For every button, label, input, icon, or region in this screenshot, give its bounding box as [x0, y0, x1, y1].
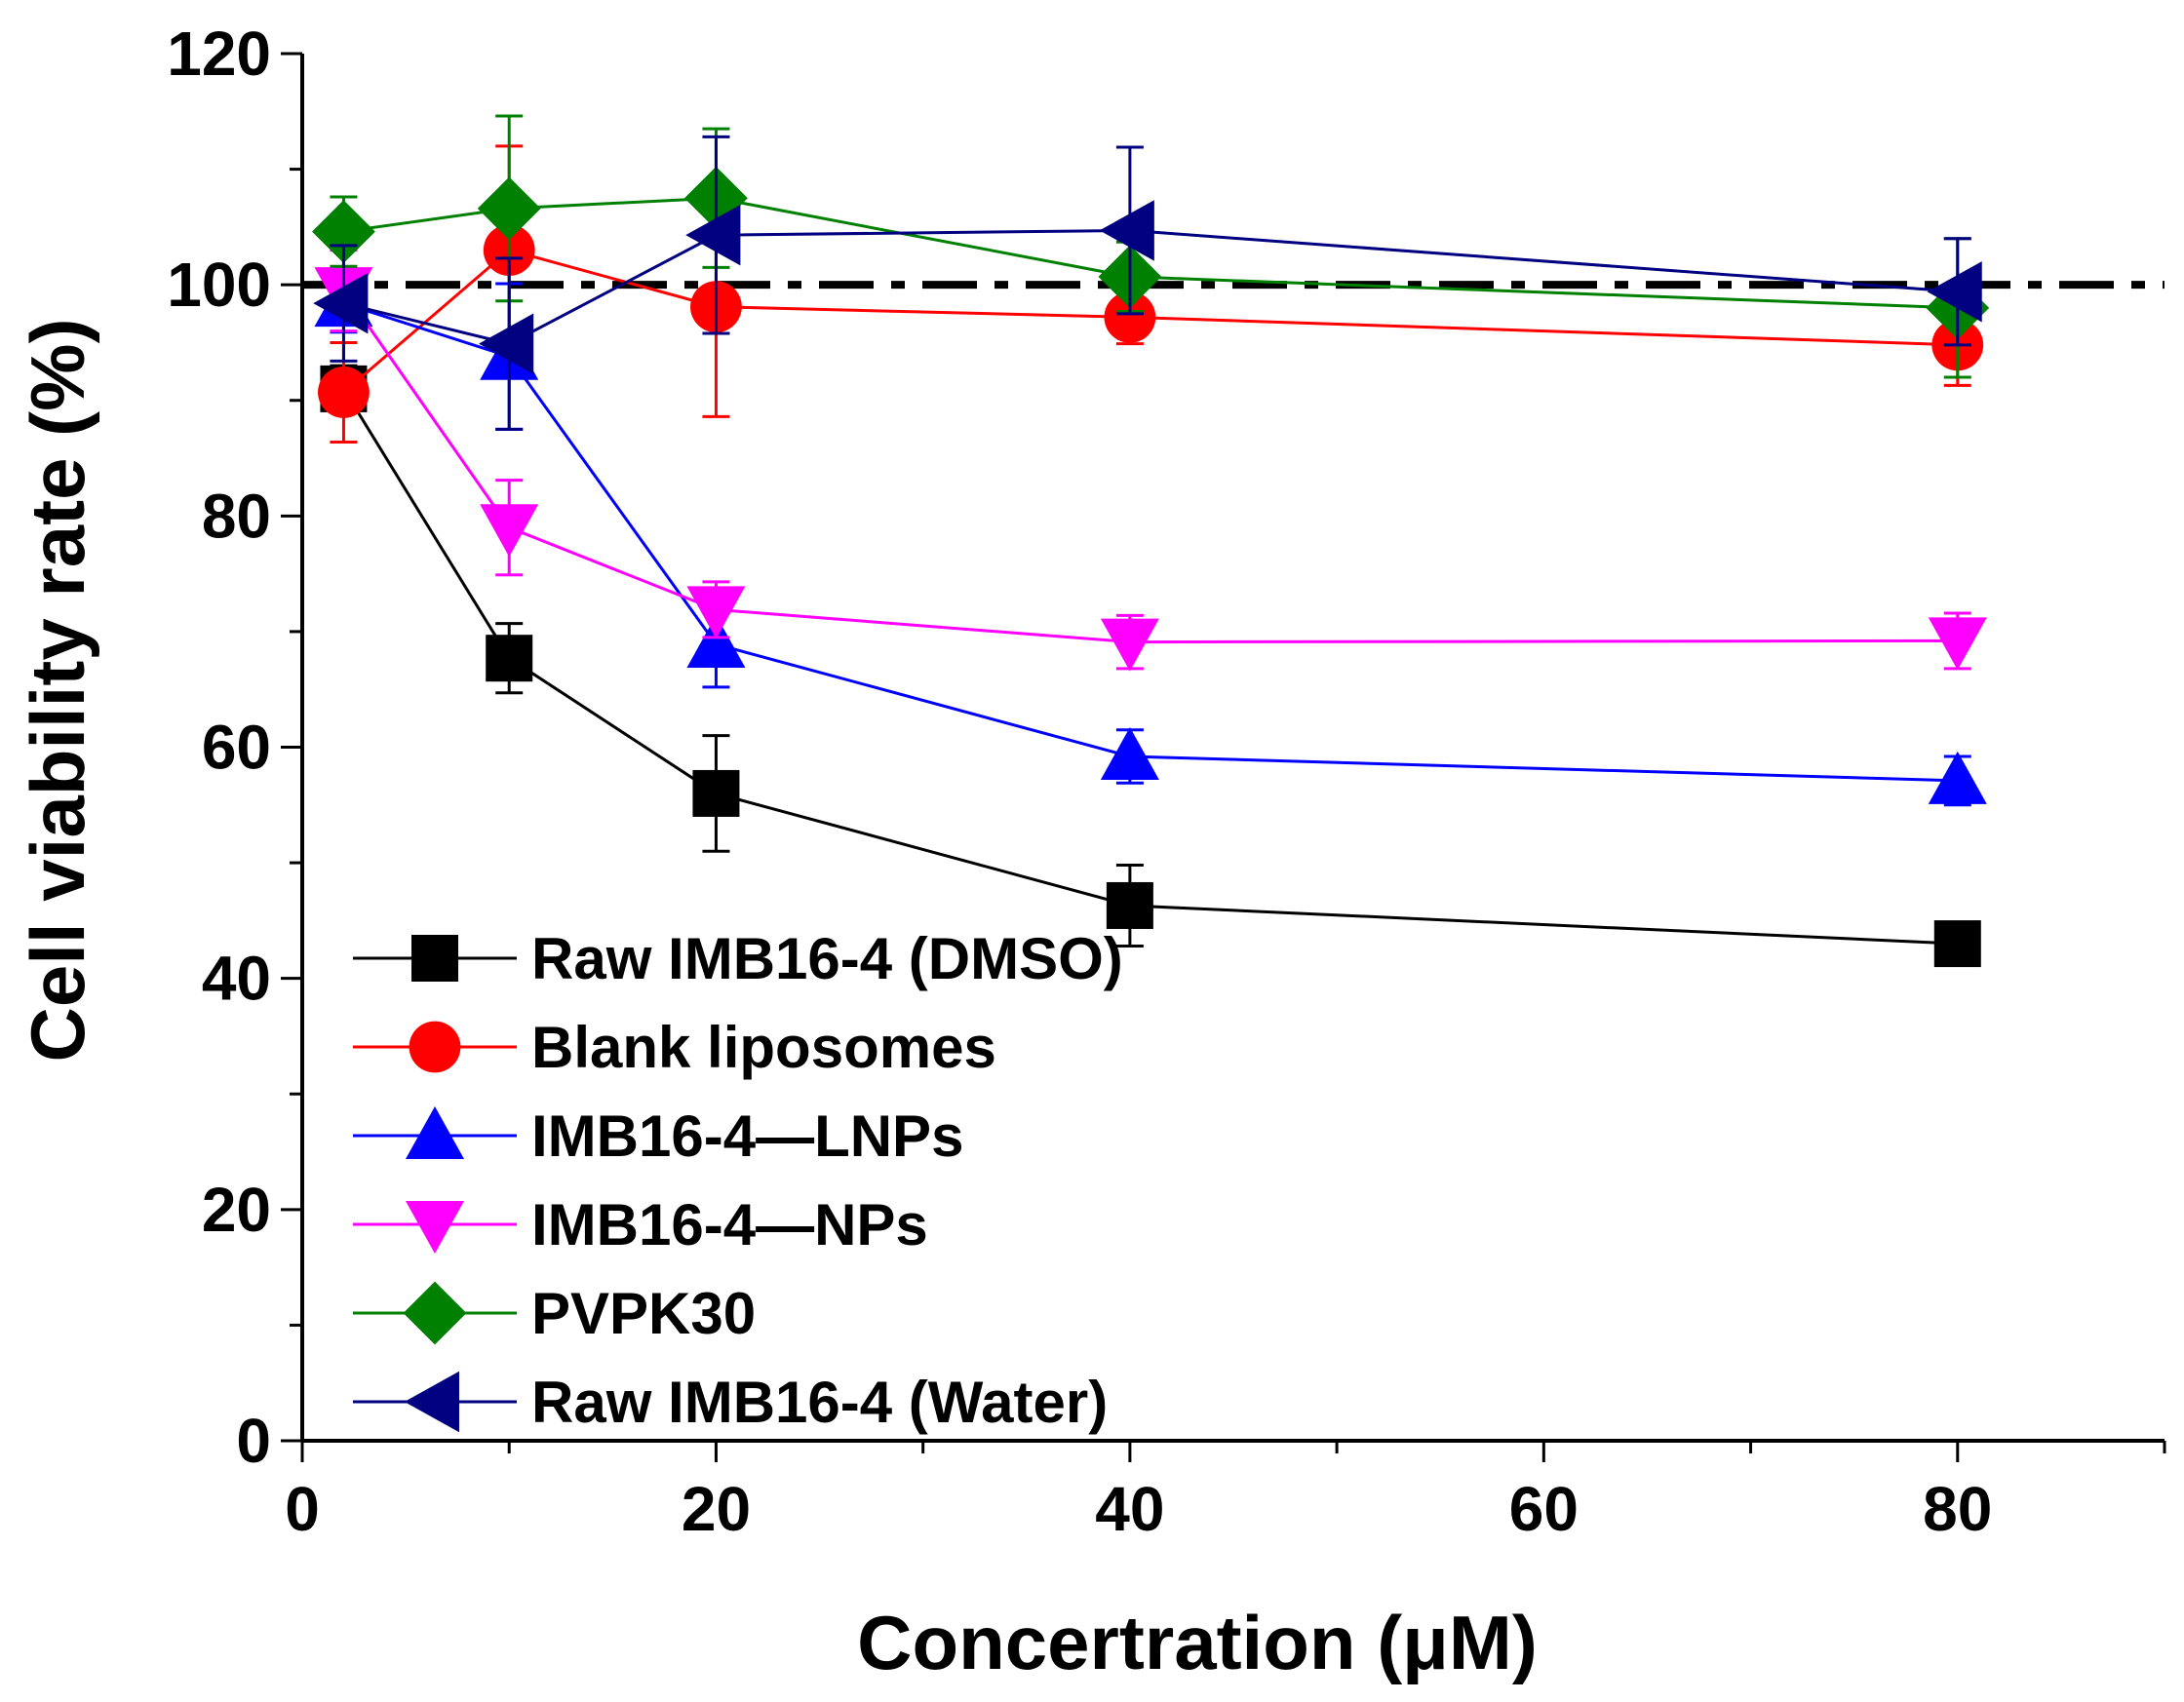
y-tick-label: 80 — [202, 481, 271, 551]
series-group — [312, 114, 1990, 968]
y-tick-label: 100 — [167, 250, 271, 320]
data-point — [477, 176, 541, 241]
y-axis-title: Cell viability rate (%) — [15, 319, 100, 1063]
data-point — [1104, 290, 1156, 343]
data-point — [479, 313, 534, 374]
y-tick-label: 60 — [202, 713, 271, 783]
series-line — [342, 388, 1958, 946]
legend-item-2: Blank liposomes — [353, 1015, 996, 1080]
series-line — [342, 290, 1958, 644]
series-3 — [314, 272, 1987, 807]
series-6 — [313, 135, 1982, 431]
legend-marker — [409, 1021, 461, 1073]
y-tick-label: 120 — [167, 19, 271, 89]
data-point — [1100, 618, 1159, 672]
data-point — [480, 504, 539, 558]
legend-item-4: IMB16-4—NPs — [353, 1192, 928, 1257]
data-point — [313, 272, 369, 334]
x-tick-label: 80 — [1923, 1474, 1992, 1544]
legend-item-5: PVPK30 — [353, 1281, 756, 1346]
data-point — [1927, 261, 1982, 323]
legend-marker — [406, 1106, 464, 1159]
legend-label: IMB16-4—LNPs — [531, 1103, 963, 1169]
y-tick-label: 20 — [202, 1175, 271, 1245]
legend-label: IMB16-4—NPs — [531, 1192, 928, 1257]
series-2 — [318, 144, 1984, 444]
legend-marker — [411, 935, 458, 982]
data-point — [692, 769, 740, 817]
data-point — [686, 614, 746, 668]
y-tick-label: 0 — [236, 1406, 271, 1476]
data-point — [1933, 920, 1981, 968]
data-point — [686, 586, 746, 639]
data-point — [318, 367, 370, 418]
legend-label: Raw IMB16-4 (Water) — [531, 1370, 1108, 1435]
data-point — [1928, 617, 1987, 671]
data-point — [486, 635, 533, 682]
x-tick-label: 40 — [1095, 1474, 1164, 1544]
legend-label: Blank liposomes — [531, 1015, 996, 1080]
series-1 — [320, 364, 1981, 968]
data-point — [1928, 751, 1987, 804]
legend-item-1: Raw IMB16-4 (DMSO) — [353, 926, 1123, 991]
data-point — [312, 200, 375, 264]
data-point — [1106, 881, 1153, 929]
data-point — [1099, 200, 1154, 261]
x-tick-label: 20 — [682, 1474, 751, 1544]
data-point — [685, 204, 741, 266]
x-tick-label: 60 — [1509, 1474, 1579, 1544]
y-tick-label: 40 — [202, 944, 271, 1014]
legend: Raw IMB16-4 (DMSO) Blank liposomes IMB16-4… — [353, 926, 1123, 1435]
series-4 — [314, 249, 1987, 672]
legend-item-3: IMB16-4—LNPs — [353, 1103, 963, 1169]
legend-marker — [403, 1281, 467, 1345]
x-tick-label: 0 — [285, 1474, 320, 1544]
axes: 0 20 40 60 80 100 120 0 20 40 60 80 — [167, 19, 2166, 1544]
legend-marker — [406, 1201, 464, 1254]
legend-label: PVPK30 — [531, 1281, 756, 1346]
legend-label: Raw IMB16-4 (DMSO) — [531, 926, 1123, 991]
legend-marker — [404, 1371, 459, 1433]
legend-item-6: Raw IMB16-4 (Water) — [353, 1370, 1108, 1435]
data-point — [1100, 726, 1159, 780]
x-axis-title: Concertration (μM) — [857, 1600, 1538, 1685]
